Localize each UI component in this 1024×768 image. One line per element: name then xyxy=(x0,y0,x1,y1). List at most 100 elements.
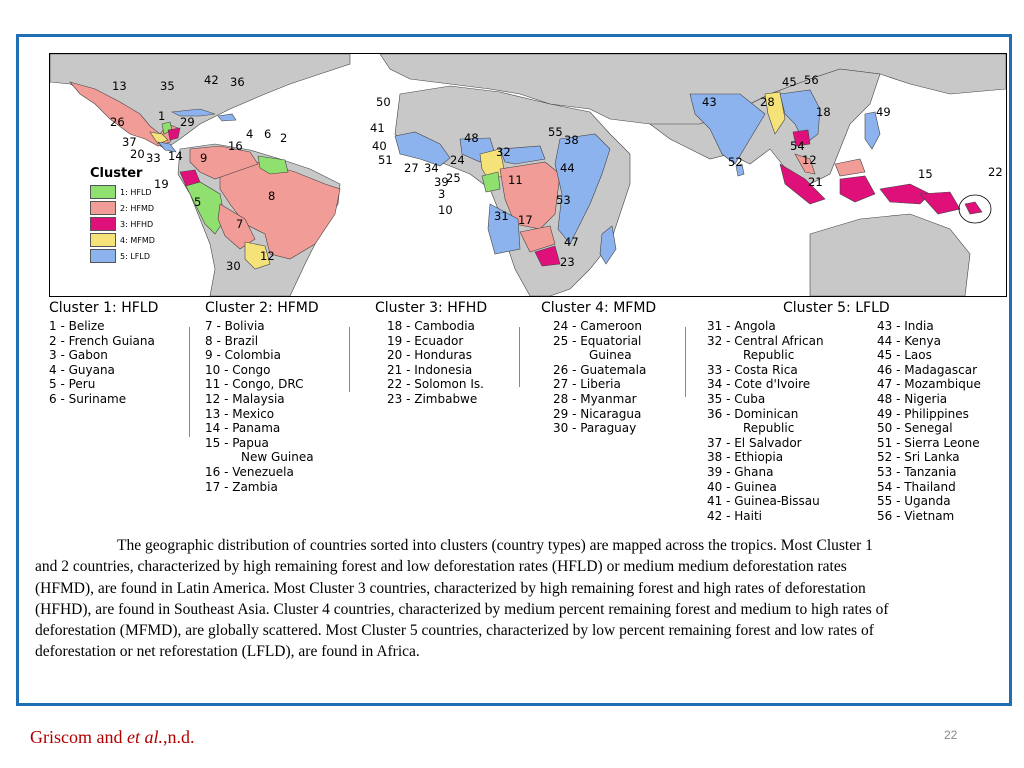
map-number-label: 24 xyxy=(450,153,465,167)
map-number-label: 32 xyxy=(496,145,511,159)
cluster-list-item: 29 - Nicaragua xyxy=(553,406,642,421)
cuba-island xyxy=(170,108,216,117)
zimbabwe-region xyxy=(534,245,561,267)
cluster-list-item: 41 - Guinea-Bissau xyxy=(707,494,820,509)
zambia-region xyxy=(519,225,556,253)
central-america-yellow xyxy=(149,131,169,145)
map-number-label: 12 xyxy=(802,153,817,167)
map-number-label: 34 xyxy=(424,161,439,175)
cluster-list-item: 15 - Papua xyxy=(205,435,269,450)
cluster-list-item: 53 - Tanzania xyxy=(877,464,957,479)
map-number-label: 40 xyxy=(372,139,387,153)
cluster-5-list-b: 43 - India 44 - Kenya 45 - Laos 46 - Madaga… xyxy=(877,319,981,523)
column-divider xyxy=(685,327,686,397)
congo-drc-region xyxy=(499,161,561,230)
car-region xyxy=(499,145,546,165)
map-number-label: 52 xyxy=(728,155,743,169)
cluster-list-item: 4 - Guyana xyxy=(49,362,115,377)
cluster-5-lists: 31 - Angola 32 - Central African Republic 3… xyxy=(707,319,981,523)
map-number-label: 2 xyxy=(280,131,287,145)
cluster-list-item: 16 - Venezuela xyxy=(205,464,294,479)
hispaniola-island xyxy=(217,113,237,122)
cluster-5-list-a: 31 - Angola 32 - Central African Republic 3… xyxy=(707,319,877,523)
cluster-list-item: 10 - Congo xyxy=(205,362,271,377)
cluster-list-item: 33 - Costa Rica xyxy=(707,362,798,377)
cluster-list-item: 27 - Liberia xyxy=(553,377,621,392)
legend-label: 3: HFHD xyxy=(120,219,154,229)
cluster-list-item: 8 - Brazil xyxy=(205,333,259,348)
cluster-list-item: 35 - Cuba xyxy=(707,391,766,406)
map-number-label: 29 xyxy=(180,115,195,129)
map-number-label: 11 xyxy=(508,173,523,187)
cluster-1-title: Cluster 1: HFLD xyxy=(49,300,159,316)
map-number-label: 54 xyxy=(790,139,805,153)
cluster-list-item: 49 - Philippines xyxy=(877,406,969,421)
map-number-label: 25 xyxy=(446,171,461,185)
map-number-label: 23 xyxy=(560,255,575,269)
cluster-list-item: 7 - Bolivia xyxy=(205,319,265,333)
map-number-label: 6 xyxy=(264,127,271,141)
map-number-label: 22 xyxy=(988,165,1003,179)
india-region xyxy=(689,93,766,165)
cluster-list-item: 13 - Mexico xyxy=(205,406,275,421)
map-number-label: 45 xyxy=(782,75,797,89)
cluster-3-column: Cluster 3: HFHD 18 - Cambodia 19 - Ecuado… xyxy=(375,300,487,407)
legend-item: 4: MFMD xyxy=(90,232,200,248)
philippines-islands xyxy=(864,111,881,150)
cluster-list-item: 52 - Sri Lanka xyxy=(877,450,960,465)
cluster-list-item: 17 - Zambia xyxy=(205,479,278,494)
cluster-4-list: 24 - Cameroon 25 - Equatorial Guinea 26 - G… xyxy=(541,319,656,436)
map-number-label: 35 xyxy=(160,79,175,93)
cluster-1-column: Cluster 1: HFLD 1 - Belize 2 - French Gui… xyxy=(49,300,158,407)
page-number: 22 xyxy=(944,728,958,742)
map-number-label: 7 xyxy=(236,217,243,231)
cluster-list-item: 54 - Thailand xyxy=(877,479,956,494)
central-america-pink xyxy=(167,127,181,141)
legend-label: 1: HFLD xyxy=(120,187,152,197)
cluster-2-title: Cluster 2: HFMD xyxy=(205,300,319,316)
map-number-label: 36 xyxy=(230,75,245,89)
map-number-label: 49 xyxy=(876,105,891,119)
malaysia-region xyxy=(794,153,866,177)
map-number-label: 19 xyxy=(154,177,169,191)
legend-item: 1: HFLD xyxy=(90,184,200,200)
map-number-label: 8 xyxy=(268,189,275,203)
legend-item: 2: HFMD xyxy=(90,200,200,216)
map-number-label: 10 xyxy=(438,203,453,217)
cluster-list-item: 12 - Malaysia xyxy=(205,391,285,406)
cluster-list-item: 24 - Cameroon xyxy=(553,319,642,333)
peru-region xyxy=(185,181,226,235)
map-number-label: 13 xyxy=(112,79,127,93)
legend-title: Cluster xyxy=(90,166,143,181)
cluster-4-title: Cluster 4: MFMD xyxy=(541,300,657,316)
map-number-label: 43 xyxy=(702,95,717,109)
map-number-label: 12 xyxy=(260,249,275,263)
cluster-list-item: 46 - Madagascar xyxy=(877,362,978,377)
cluster-list-item: 51 - Sierra Leone xyxy=(877,435,980,450)
legend-label: 4: MFMD xyxy=(120,235,155,245)
cluster-1-list: 1 - Belize 2 - French Guiana 3 - Gabon 4 - … xyxy=(49,319,158,407)
legend-swatch xyxy=(90,233,116,247)
cluster-list-item: 47 - Mozambique xyxy=(877,377,981,392)
map-number-label: 38 xyxy=(564,133,579,147)
cluster-list-item: New Guinea xyxy=(241,450,314,465)
bolivia-region xyxy=(217,203,256,250)
paraguay-region xyxy=(244,241,271,270)
map-number-label: 55 xyxy=(548,125,563,139)
cluster-list-item: 50 - Senegal xyxy=(877,421,953,436)
cluster-list-item: 5 - Peru xyxy=(49,377,96,392)
cluster-5-title: Cluster 5: LFLD xyxy=(783,300,890,316)
cluster-2-list: 7 - Bolivia 8 - Brazil 9 - Colombia 10 - Co… xyxy=(205,319,319,494)
map-legend: Cluster 1: HFLD 2: HFMD 3: HFHD 4: MFMD … xyxy=(90,166,200,264)
citation: Griscom and et al.,n.d. xyxy=(30,727,194,748)
cluster-list-item: 21 - Indonesia xyxy=(387,362,473,377)
asia-south-land xyxy=(649,68,881,185)
map-number-label: 41 xyxy=(370,121,385,135)
indochina-blue xyxy=(779,89,821,145)
cluster-list-item: 45 - Laos xyxy=(877,348,932,363)
cluster-list-item: 37 - El Salvador xyxy=(707,435,802,450)
map-number-label: 20 xyxy=(130,147,145,161)
citation-prefix: Griscom and xyxy=(30,727,127,747)
map-number-label: 27 xyxy=(404,161,419,175)
